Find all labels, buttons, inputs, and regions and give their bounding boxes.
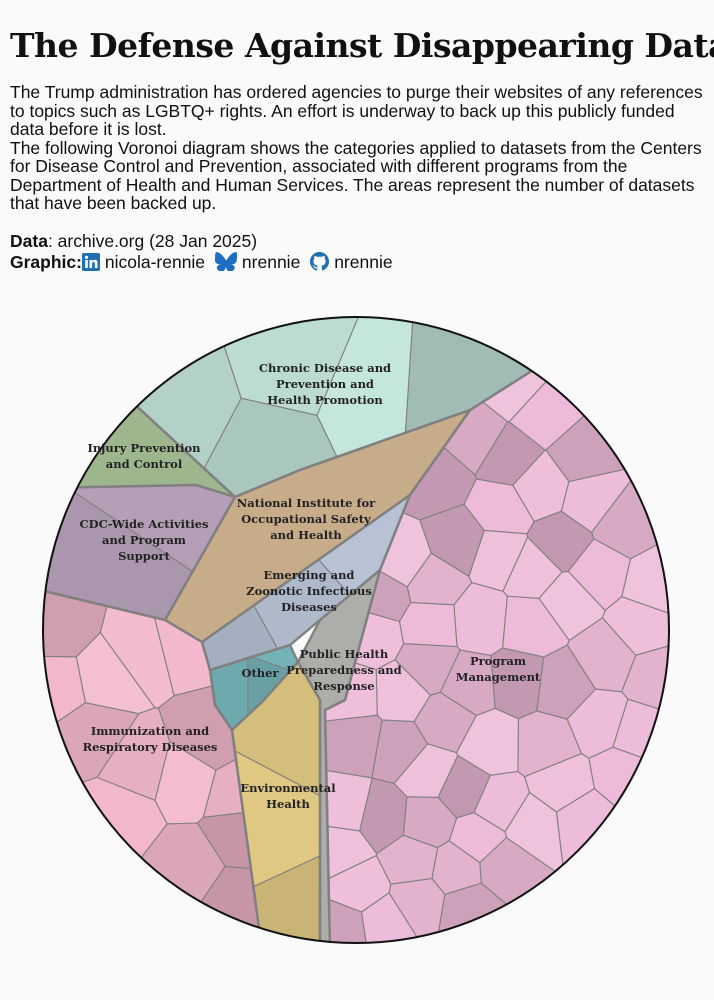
voronoi-cell	[432, 882, 629, 943]
border-immunization-and-respiratory-diseases	[43, 588, 264, 943]
label-injury-prevention-and-control: Injury Prevention and Control	[87, 441, 201, 471]
label-environmental-health: Environmental Health	[240, 781, 336, 811]
data-value: : archive.org (28 Jan 2025)	[47, 231, 258, 251]
linkedin-icon	[81, 253, 100, 276]
border-environmental-health	[230, 659, 322, 943]
label-public-health-preparedness-and-response: Public Health Preparedness and Response	[286, 647, 401, 693]
chart-title: The Defense Against Disappearing Data	[10, 26, 714, 65]
label-immunization-and-respiratory-diseases: Immunization and Respiratory Diseases	[83, 724, 218, 754]
label-chronic-disease-and-prevention-and-health-promotion: Chronic Disease and Prevention and Health …	[259, 361, 391, 407]
label-national-institute-for-occupational-safety-and-health: National Institute for Occupational Safet…	[237, 496, 376, 542]
voronoi-cell	[508, 317, 669, 451]
label-program-management: Program Management	[456, 654, 541, 684]
voronoi-cell	[473, 770, 531, 833]
voronoi-cell	[232, 745, 320, 900]
chart-subtitle: The Trump administration has ordered age…	[10, 83, 710, 213]
voronoi-cell	[588, 746, 669, 897]
github-handle: nrennie	[334, 252, 393, 272]
label-emerging-and-zoonotic-infectious-diseases: Emerging and Zoonotic Infectious Diseases	[246, 568, 372, 614]
bluesky-handle: nrennie	[241, 252, 301, 272]
outer-circle	[42, 316, 670, 944]
border-program-management	[318, 317, 669, 943]
voronoi-diagram: Chronic Disease and Prevention and Health …	[42, 316, 670, 944]
label-cdc-wide-activities-and-program-support: CDC-Wide Activities and Program Support	[80, 517, 209, 563]
category-labels: Chronic Disease and Prevention and Health …	[80, 361, 541, 811]
subtitle-paragraph-1: The Trump administration has ordered age…	[10, 82, 703, 139]
voronoi-cell	[545, 317, 669, 483]
voronoi-cell	[361, 892, 441, 943]
graphic-label: Graphic	[10, 252, 77, 272]
graphic-credit: Graphic: nicola-rennie nrennie nrennie	[10, 252, 393, 276]
label-other: Other	[241, 666, 279, 680]
graphic-separator: :	[76, 252, 82, 272]
voronoi-cell	[439, 649, 496, 717]
data-label: Data	[10, 231, 48, 251]
voronoi-cell	[320, 823, 378, 886]
linkedin-handle: nicola-rennie	[104, 252, 206, 272]
github-icon	[310, 252, 330, 276]
data-source: Data: archive.org (28 Jan 2025)	[10, 231, 393, 252]
voronoi-cell	[431, 840, 482, 895]
voronoi-cell	[621, 630, 669, 730]
bluesky-icon	[214, 252, 238, 276]
voronoi-cell	[96, 707, 171, 802]
voronoi-cell	[555, 787, 669, 943]
subtitle-paragraph-2: The following Voronoi diagram shows the …	[10, 137, 702, 213]
voronoi-cell	[526, 510, 595, 573]
caption: Data: archive.org (28 Jan 2025) Graphic:…	[10, 231, 393, 276]
voronoi-cell	[398, 602, 458, 648]
voronoi-cell	[43, 776, 168, 943]
